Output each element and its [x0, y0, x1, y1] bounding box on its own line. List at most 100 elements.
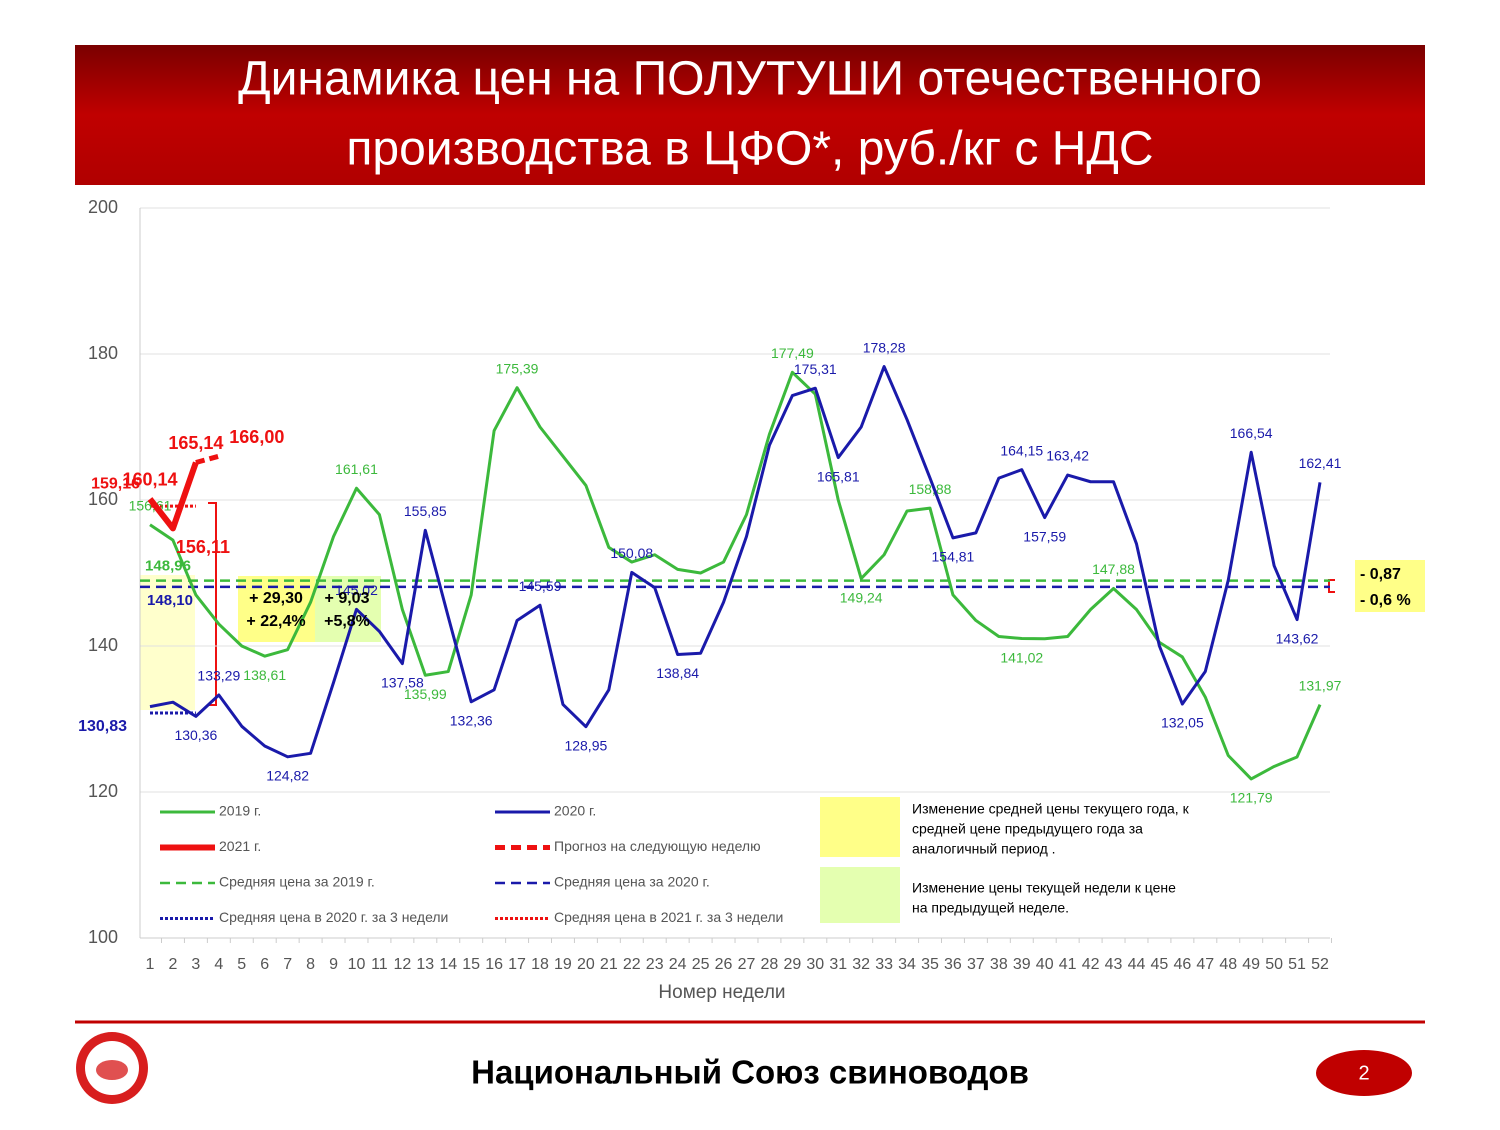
reference-label: 148,10 [147, 592, 193, 609]
x-tick-label: 35 [921, 956, 939, 973]
note-key [820, 867, 900, 923]
x-tick-label: 49 [1242, 956, 1260, 973]
data-label: 166,00 [229, 427, 284, 447]
x-tick-label: 22 [623, 956, 641, 973]
x-tick-label: 20 [577, 956, 595, 973]
data-label: 135,99 [404, 686, 447, 702]
x-tick-label: 48 [1219, 956, 1237, 973]
series-line [149, 370, 1322, 781]
note: Изменение цены текущей недели к цене [912, 880, 1176, 896]
x-tick-label: 30 [806, 956, 824, 973]
data-label: 137,58 [381, 674, 424, 690]
x-tick-label: 26 [715, 956, 733, 973]
x-tick-label: 12 [393, 956, 411, 973]
legend-label: Средняя цена за 2019 г. [219, 874, 375, 890]
data-label: 124,82 [266, 768, 309, 784]
x-tick-label: 44 [1128, 956, 1146, 973]
footer-organization: Национальный Союз свиноводов [471, 1054, 1029, 1091]
annotation: - 0,87 [1360, 566, 1401, 583]
annotation: + 9,03 [325, 590, 370, 607]
x-tick-label: 34 [898, 956, 916, 973]
reference-label: 148,96 [145, 558, 191, 575]
x-tick-label: 45 [1151, 956, 1169, 973]
legend-label: Средняя цена в 2021 г. за 3 недели [554, 909, 783, 925]
data-label: 145,02 [335, 582, 378, 598]
series-line [149, 365, 1322, 759]
x-tick-label: 33 [875, 956, 893, 973]
data-label: 165,81 [817, 468, 860, 484]
x-tick-label: 36 [944, 956, 962, 973]
x-tick-label: 32 [852, 956, 870, 973]
x-tick-label: 50 [1265, 956, 1283, 973]
legend-label: Средняя цена за 2020 г. [554, 874, 710, 890]
y-tick-label: 120 [88, 781, 118, 801]
x-tick-label: 28 [761, 956, 779, 973]
x-tick-label: 51 [1288, 956, 1306, 973]
data-label: 133,29 [197, 668, 240, 684]
x-tick-label: 17 [508, 956, 526, 973]
data-label: 155,85 [404, 503, 447, 519]
x-tick-label: 47 [1196, 956, 1214, 973]
title-banner [75, 45, 1425, 185]
note: Изменение средней цены текущего года, к [912, 801, 1190, 817]
annotation: +5,8% [324, 613, 370, 630]
data-label: 130,36 [174, 727, 217, 743]
x-tick-label: 21 [600, 956, 618, 973]
note: средней цене предыдущего года за [912, 821, 1143, 837]
data-label: 128,95 [564, 737, 607, 753]
series-line [147, 461, 199, 532]
data-label: 177,49 [771, 345, 814, 361]
data-label: 132,36 [450, 712, 493, 728]
x-tick-label: 16 [485, 956, 503, 973]
y-tick-label: 140 [88, 635, 118, 655]
x-tick-label: 5 [237, 956, 246, 973]
x-tick-label: 43 [1105, 956, 1123, 973]
data-label: 121,79 [1230, 790, 1273, 806]
data-label: 178,28 [863, 339, 906, 355]
x-tick-label: 38 [990, 956, 1008, 973]
x-tick-label: 18 [531, 956, 549, 973]
x-tick-label: 9 [329, 956, 338, 973]
data-label: 166,54 [1230, 425, 1273, 441]
note: на предыдущей неделе. [912, 900, 1069, 916]
x-tick-label: 15 [462, 956, 480, 973]
x-tick-label: 27 [738, 956, 756, 973]
x-tick-label: 10 [348, 956, 366, 973]
legend-label: 2021 г. [219, 838, 261, 854]
data-label: 160,14 [122, 470, 177, 490]
data-label: 164,15 [1000, 442, 1043, 458]
data-label: 165,14 [168, 433, 223, 453]
data-label: 138,61 [243, 667, 286, 683]
data-label: 156,11 [176, 537, 230, 557]
x-tick-label: 41 [1059, 956, 1077, 973]
data-label: 145,59 [519, 578, 562, 594]
annotation: - 0,6 % [1360, 592, 1411, 609]
legend-label: 2020 г. [554, 803, 596, 819]
legend-label: 2019 г. [219, 803, 261, 819]
x-tick-label: 19 [554, 956, 572, 973]
data-label: 162,41 [1299, 455, 1342, 471]
x-tick-label: 11 [371, 956, 388, 973]
x-tick-label: 23 [646, 956, 664, 973]
x-tick-label: 25 [692, 956, 710, 973]
x-tick-label: 4 [214, 956, 223, 973]
y-tick-label: 200 [88, 197, 118, 217]
data-label: 131,97 [1299, 677, 1342, 693]
data-label: 158,88 [909, 481, 952, 497]
bracket [208, 502, 217, 706]
data-label: 175,39 [496, 360, 539, 376]
x-tick-label: 13 [416, 956, 434, 973]
data-label: 154,81 [932, 549, 975, 565]
x-tick-label: 42 [1082, 956, 1100, 973]
data-label: 147,88 [1092, 561, 1135, 577]
x-tick-label: 29 [783, 956, 801, 973]
data-label: 143,62 [1276, 630, 1319, 646]
note-key [820, 797, 900, 857]
data-label: 149,24 [840, 589, 883, 605]
reference-label: 159,16 [91, 475, 140, 492]
page-badge [1316, 1050, 1412, 1096]
x-tick-label: 52 [1311, 956, 1329, 973]
series-line [195, 453, 220, 465]
data-label: 161,61 [335, 461, 378, 477]
